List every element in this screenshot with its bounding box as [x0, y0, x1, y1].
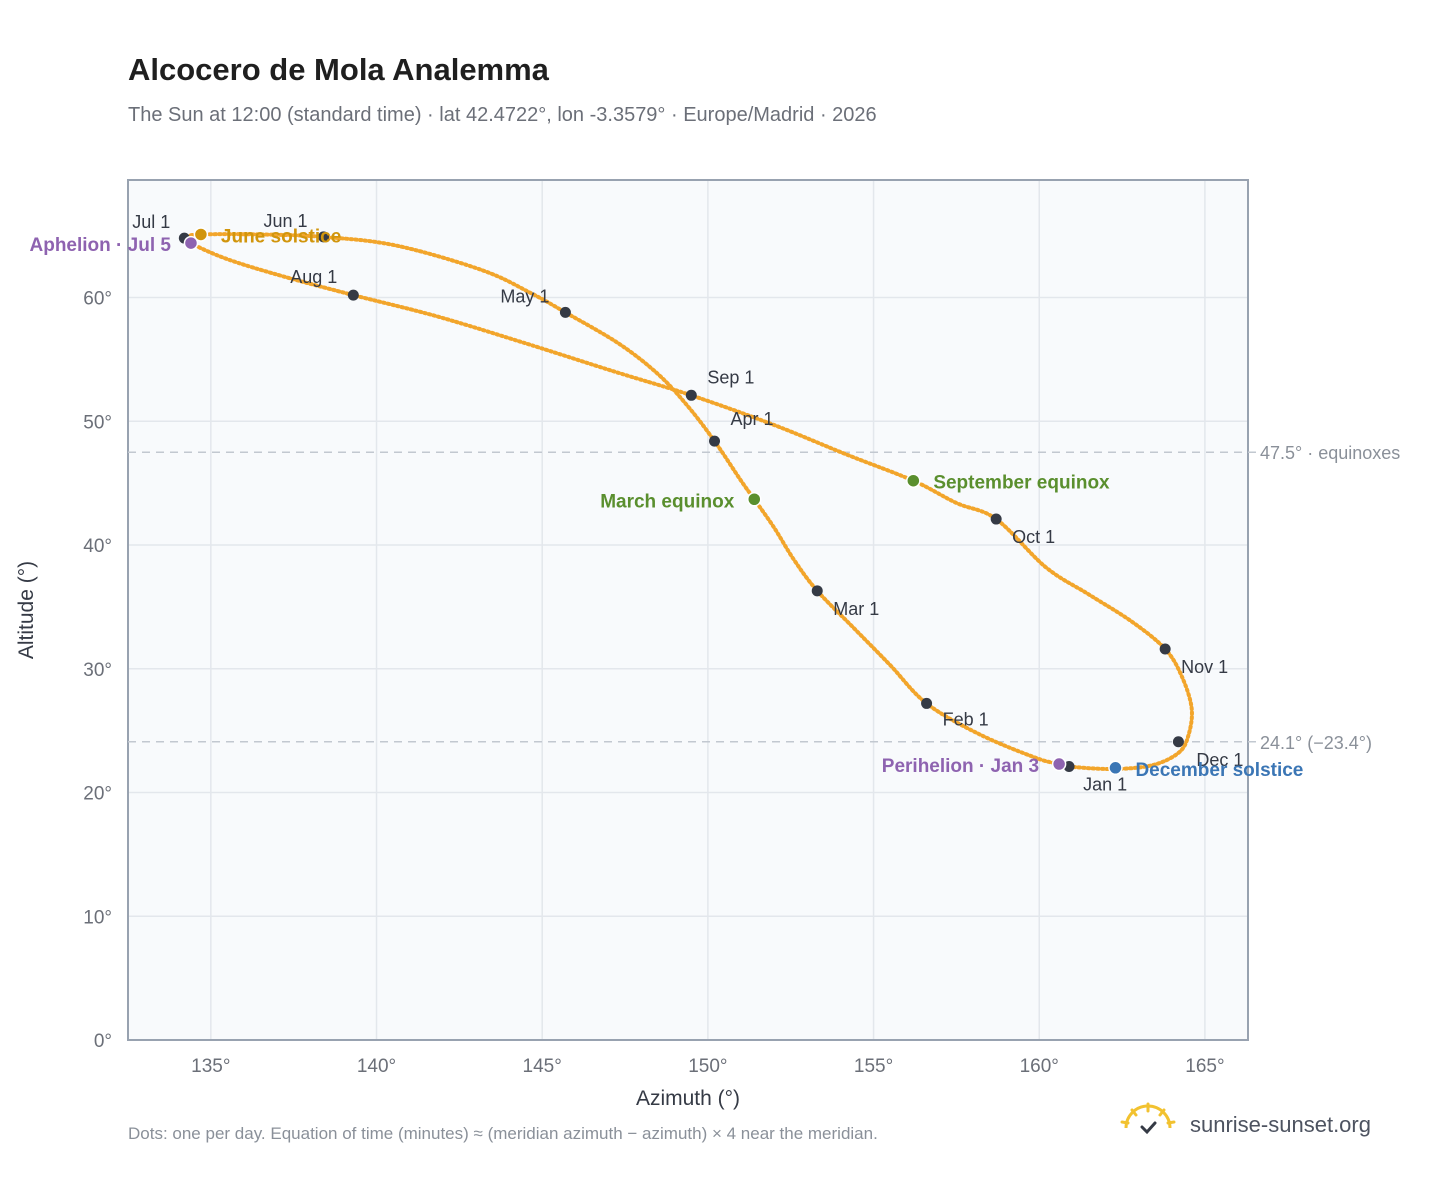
x-tick-label: 155° — [854, 1056, 893, 1077]
month-marker-label: Sep 1 — [707, 367, 754, 387]
month-marker-label: Mar 1 — [833, 599, 879, 619]
x-axis-label: Azimuth (°) — [636, 1087, 740, 1110]
chart-subtitle: The Sun at 12:00 (standard time) · lat 4… — [128, 104, 877, 126]
footnote: Dots: one per day. Equation of time (min… — [128, 1124, 878, 1143]
chart-title: Alcocero de Mola Analemma — [128, 52, 549, 87]
x-tick-label: 150° — [688, 1056, 727, 1077]
y-tick-label: 20° — [83, 784, 112, 805]
month-marker — [709, 435, 721, 447]
month-marker — [990, 513, 1002, 525]
event-marker — [906, 473, 921, 488]
reference-line-label: 47.5° · equinoxes — [1260, 443, 1400, 463]
plot-border — [127, 179, 1249, 1041]
x-tick-label: 135° — [191, 1056, 230, 1077]
month-marker-label: Feb 1 — [943, 709, 989, 729]
month-marker-label: Aug 1 — [290, 267, 337, 287]
x-tick-label: 165° — [1185, 1056, 1224, 1077]
y-axis-label: Altitude (°) — [15, 561, 38, 659]
month-marker-label: Dec 1 — [1196, 750, 1243, 770]
month-marker — [921, 697, 933, 709]
sun-logo-icon — [1120, 1102, 1176, 1135]
plot-area — [128, 180, 1248, 1040]
month-marker — [559, 306, 571, 318]
event-label: December solstice — [1135, 760, 1303, 781]
month-marker-label: Nov 1 — [1181, 657, 1228, 677]
month-marker-label: Jan 1 — [1083, 775, 1127, 795]
month-marker — [1159, 643, 1171, 655]
month-marker — [811, 585, 823, 597]
event-label: June solstice — [221, 226, 341, 247]
x-tick-label: 140° — [357, 1056, 396, 1077]
reference-line-label: 24.1° (−23.4°) — [1260, 733, 1372, 753]
y-tick-label: 30° — [83, 660, 112, 681]
y-tick-label: 60° — [83, 289, 112, 310]
event-marker — [1051, 756, 1067, 772]
month-marker — [318, 231, 330, 243]
event-marker — [747, 492, 762, 507]
month-marker — [1172, 736, 1184, 748]
event-label: September equinox — [933, 473, 1110, 494]
event-label: Perihelion · Jan 3 — [882, 756, 1039, 777]
month-marker — [685, 389, 697, 401]
event-label: Aphelion · Jul 5 — [30, 235, 172, 256]
event-label: March equinox — [600, 491, 735, 512]
y-tick-label: 10° — [83, 907, 112, 928]
month-marker-label: Jun 1 — [263, 211, 307, 231]
event-marker — [1108, 760, 1123, 776]
event-marker — [193, 227, 209, 242]
y-tick-label: 40° — [83, 536, 112, 557]
event-marker — [183, 235, 199, 251]
month-marker-label: Apr 1 — [731, 409, 774, 429]
x-tick-label: 145° — [523, 1056, 562, 1077]
month-marker-label: May 1 — [500, 286, 549, 306]
x-tick-label: 160° — [1020, 1056, 1059, 1077]
brand-name: sunrise-sunset.org — [1190, 1112, 1371, 1137]
month-marker — [347, 289, 359, 301]
y-tick-label: 0° — [94, 1031, 112, 1052]
y-tick-label: 50° — [83, 412, 112, 433]
month-marker-label: Jul 1 — [132, 212, 170, 232]
brand[interactable]: sunrise-sunset.org — [1120, 1100, 1420, 1150]
month-marker-label: Oct 1 — [1012, 527, 1055, 547]
